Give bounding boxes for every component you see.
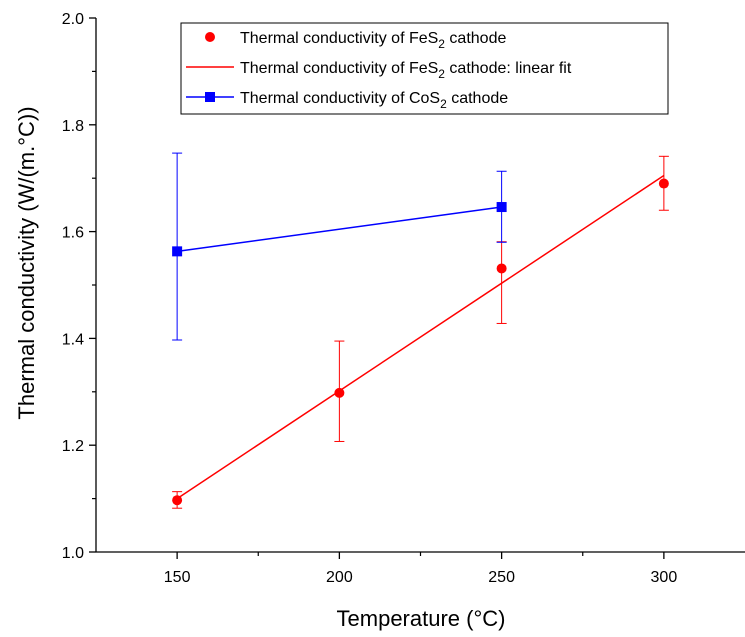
x-axis-title: Temperature (°C) bbox=[337, 606, 506, 631]
legend-label-subscript: 2 bbox=[438, 37, 445, 51]
legend-label: Thermal conductivity of FeS2 cathode: li… bbox=[240, 60, 572, 81]
series-2 bbox=[172, 152, 507, 341]
y-tick-label: 2.0 bbox=[62, 11, 84, 28]
legend-label: Thermal conductivity of CoS2 cathode bbox=[240, 90, 508, 111]
legend-box bbox=[180, 22, 669, 115]
legend-marker bbox=[205, 92, 215, 102]
data-point bbox=[172, 246, 183, 257]
data-point bbox=[496, 202, 507, 213]
legend-label-suffix: cathode bbox=[447, 90, 508, 107]
series-1 bbox=[176, 174, 665, 500]
y-tick-label: 1.8 bbox=[62, 118, 84, 135]
y-axis-title: Thermal conductivity (W/(m.°C)) bbox=[14, 106, 39, 419]
data-point bbox=[334, 387, 345, 398]
legend-label-text: Thermal conductivity of FeS bbox=[240, 60, 438, 77]
legend-label-text: Thermal conductivity of CoS bbox=[240, 90, 440, 107]
legend-symbol bbox=[205, 32, 215, 42]
legend-marker bbox=[205, 32, 215, 42]
legend-label-text: Thermal conductivity of FeS bbox=[240, 30, 438, 47]
series-line bbox=[177, 206, 502, 253]
legend-label-subscript: 2 bbox=[440, 97, 447, 111]
legend: Thermal conductivity of FeS2 cathodeTher… bbox=[180, 22, 669, 115]
legend-label-suffix: cathode bbox=[445, 30, 506, 47]
x-tick-label: 150 bbox=[164, 569, 191, 586]
legend-label-subscript: 2 bbox=[438, 67, 445, 81]
legend-label-suffix: cathode: linear fit bbox=[445, 60, 572, 77]
series-line bbox=[176, 174, 665, 500]
data-point bbox=[658, 178, 669, 189]
y-tick-label: 1.0 bbox=[62, 545, 84, 562]
axes-layer: 1.0 1.2 1.4 1.6 1.8 2.0 150 200 250 300 bbox=[62, 11, 745, 586]
data-layer bbox=[172, 152, 669, 509]
x-tick-label: 200 bbox=[326, 569, 353, 586]
data-point bbox=[496, 263, 507, 274]
legend-symbol bbox=[186, 92, 234, 102]
y-tick-label: 1.6 bbox=[62, 225, 84, 242]
x-tick-label: 300 bbox=[651, 569, 678, 586]
series-0 bbox=[172, 155, 669, 509]
y-tick-label: 1.2 bbox=[62, 438, 84, 455]
y-tick-label: 1.4 bbox=[62, 331, 84, 348]
legend-label: Thermal conductivity of FeS2 cathode bbox=[240, 30, 506, 51]
x-tick-label: 250 bbox=[488, 569, 515, 586]
